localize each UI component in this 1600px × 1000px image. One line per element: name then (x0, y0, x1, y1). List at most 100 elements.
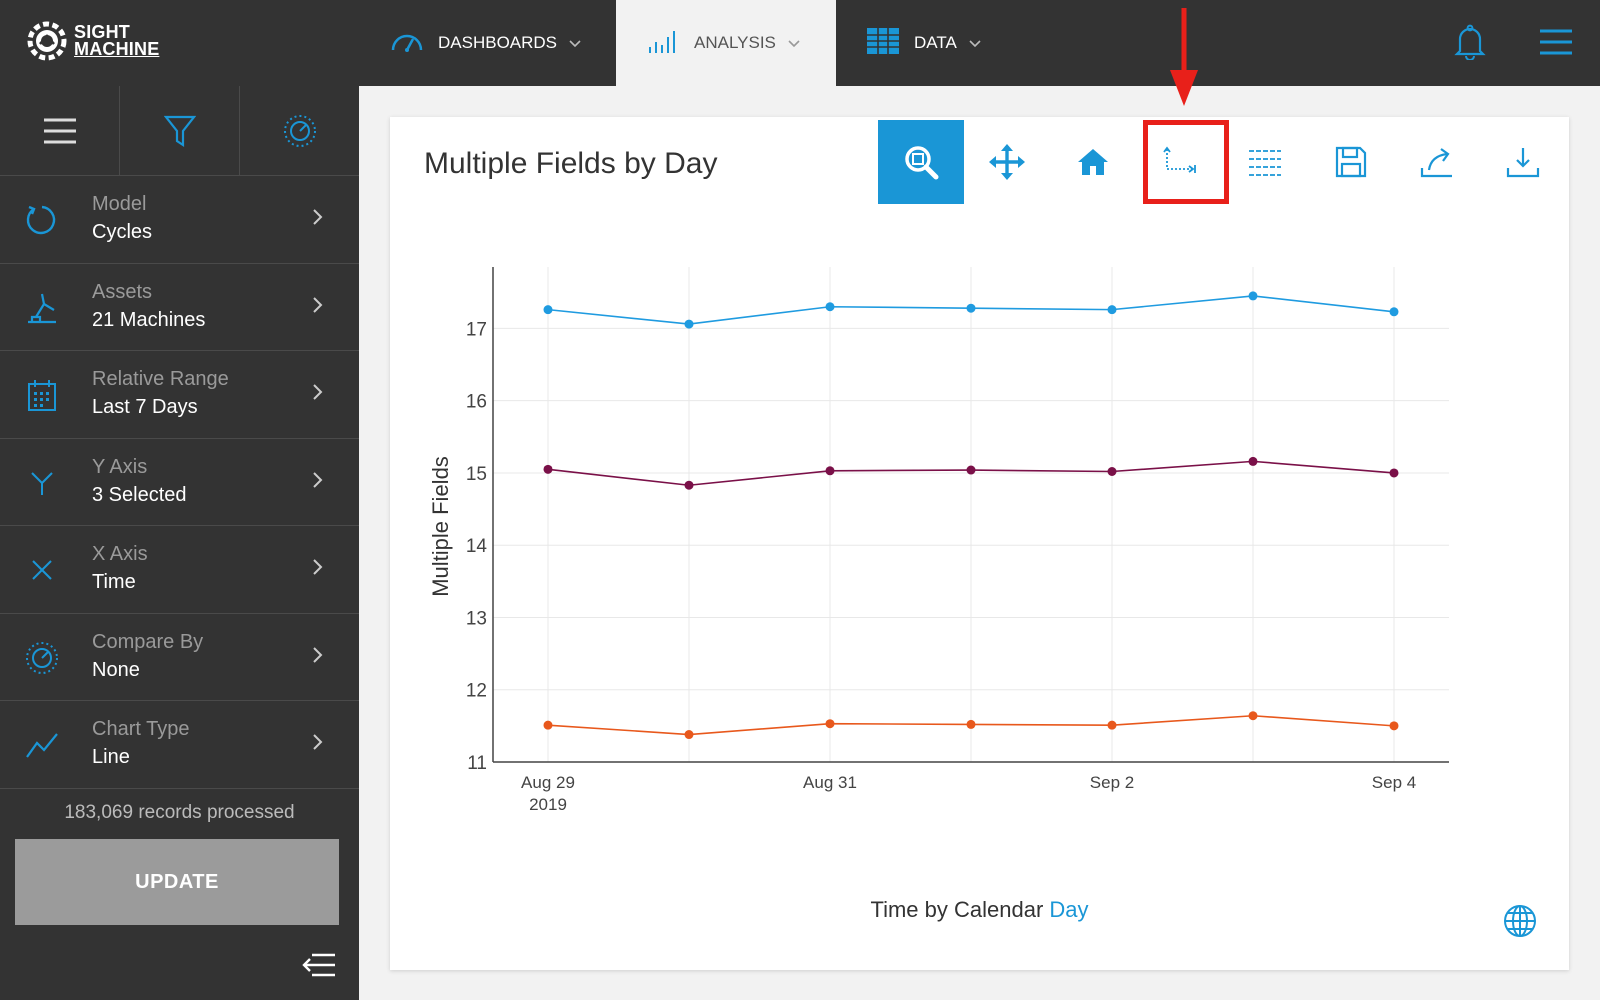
sidebar-item-relative-range[interactable]: Relative Range Last 7 Days (0, 351, 359, 439)
sidebar-item-value: Last 7 Days (92, 396, 198, 418)
tab-dashboards[interactable]: DASHBOARDS (390, 0, 616, 86)
sidebar-item-label: Relative Range (92, 368, 229, 390)
data-point (1107, 305, 1117, 315)
share-button[interactable] (1394, 120, 1480, 204)
chevron-right-icon (313, 471, 323, 493)
data-point (1248, 291, 1258, 301)
records-processed: 183,069 records processed (64, 802, 295, 823)
logo[interactable]: SIGHT MACHINE (26, 20, 159, 62)
tab-analysis[interactable]: ANALYSIS (616, 0, 836, 86)
data-point (543, 464, 553, 474)
compare-settings-button[interactable] (240, 86, 359, 176)
x-axis-title: Time by Calendar Day (390, 897, 1569, 923)
table-view-button[interactable] (1222, 120, 1308, 204)
chevron-right-icon (313, 646, 323, 668)
top-bar: SIGHT MACHINE DASHBOARDS ANALYSIS DATA (0, 0, 1600, 86)
y-axis-icon (24, 465, 60, 501)
x-axis-interval-link[interactable]: Day (1049, 897, 1089, 922)
tab-dashboards-label: DASHBOARDS (438, 33, 558, 52)
data-point (966, 303, 976, 313)
y-tick-label: 17 (466, 319, 487, 340)
sidebar-item-model[interactable]: Model Cycles (0, 176, 359, 264)
chevron-down-icon (969, 33, 981, 53)
sidebar: Model Cycles Assets 21 Machines Relative… (0, 86, 359, 1000)
y-axis-title: Multiple Fields (428, 456, 453, 597)
series-line-0 (547, 295, 1395, 325)
sidebar-item-label: Compare By (92, 630, 204, 653)
sidebar-item-value: None (92, 658, 140, 681)
x-tick-label: Aug 29 (521, 773, 575, 792)
x-tick-label: Sep 2 (1090, 773, 1134, 792)
data-point (1389, 468, 1399, 478)
chevron-right-icon (313, 384, 323, 405)
axis-reset-icon (1163, 146, 1196, 173)
data-point (543, 305, 553, 315)
sidebar-item-assets[interactable]: Assets 21 Machines (0, 264, 359, 351)
download-button[interactable] (1480, 120, 1566, 204)
data-point (966, 719, 976, 729)
zoom-button[interactable] (878, 120, 964, 204)
sidebar-item-label: X Axis (92, 543, 148, 565)
collapse-sidebar-icon[interactable] (302, 952, 336, 983)
y-tick-label: 11 (467, 753, 487, 774)
data-point (684, 730, 694, 740)
globe-icon[interactable] (1503, 904, 1537, 943)
x-axis-icon (24, 552, 60, 588)
data-point (1389, 721, 1399, 731)
sidebar-item-value: 21 Machines (92, 308, 206, 331)
zoom-icon (905, 146, 939, 180)
series-line-2 (547, 714, 1395, 736)
tab-data[interactable]: DATA (866, 0, 1026, 86)
y-tick-label: 16 (466, 392, 487, 413)
chevron-right-icon (313, 296, 323, 318)
chevron-down-icon (788, 33, 800, 53)
sidebar-item-label: Chart Type (92, 718, 190, 740)
save-button[interactable] (1308, 120, 1394, 204)
home-button[interactable] (1050, 120, 1136, 204)
sidebar-item-y-axis[interactable]: Y Axis 3 Selected (0, 439, 359, 526)
sidebar-item-chart-type[interactable]: Chart Type Line (0, 701, 359, 789)
table-icon (866, 27, 900, 60)
pan-button[interactable] (964, 120, 1050, 204)
sidebar-item-value: 3 Selected (92, 483, 187, 506)
pan-icon (989, 144, 1025, 180)
line-chart: 11 12 13 14 15 16 17 Aug 29 2019 Aug 31 Sep 2 Sep 4… (428, 267, 1449, 814)
sidebar-item-value: Cycles (92, 221, 153, 243)
annotation-highlight-box (1143, 120, 1229, 204)
data-point (543, 720, 553, 730)
data-point (1248, 456, 1258, 466)
axis-reset-button[interactable] (1136, 120, 1222, 204)
chart-title: Multiple Fields by Day (424, 147, 718, 180)
download-icon (1506, 148, 1540, 178)
menu-icon (43, 118, 76, 144)
home-icon (1078, 149, 1108, 175)
share-icon (1420, 148, 1452, 178)
y-tick-label: 13 (466, 608, 487, 629)
chevron-right-icon (313, 734, 323, 755)
robot-arm-icon (24, 290, 60, 326)
data-point (1107, 720, 1117, 730)
sidebar-item-compare-by[interactable]: Compare By None (0, 614, 359, 701)
sidebar-toolbar (0, 86, 359, 176)
hamburger-menu-icon[interactable] (1539, 28, 1573, 61)
data-point (684, 480, 694, 490)
sidebar-item-label: Assets (92, 280, 153, 303)
bell-icon[interactable] (1454, 24, 1486, 65)
data-point (966, 465, 976, 475)
data-point (825, 719, 835, 729)
update-button[interactable]: UPDATE (15, 839, 339, 925)
line-chart-icon (24, 727, 60, 763)
sidebar-item-label: Model (92, 193, 147, 215)
bar-chart-icon (648, 28, 680, 59)
sidebar-item-x-axis[interactable]: X Axis Time (0, 526, 359, 614)
calendar-icon (24, 377, 60, 413)
dotted-gauge-icon (283, 115, 316, 147)
sidebar-menu-button[interactable] (0, 86, 120, 176)
annotation-arrow-icon (1170, 8, 1198, 106)
series-line-1 (547, 460, 1395, 487)
sidebar-item-label: Y Axis (92, 455, 148, 478)
sidebar-item-value: Time (92, 571, 136, 593)
filter-button[interactable] (120, 86, 240, 176)
chevron-down-icon (569, 33, 581, 53)
gear-logo-icon (27, 21, 67, 61)
